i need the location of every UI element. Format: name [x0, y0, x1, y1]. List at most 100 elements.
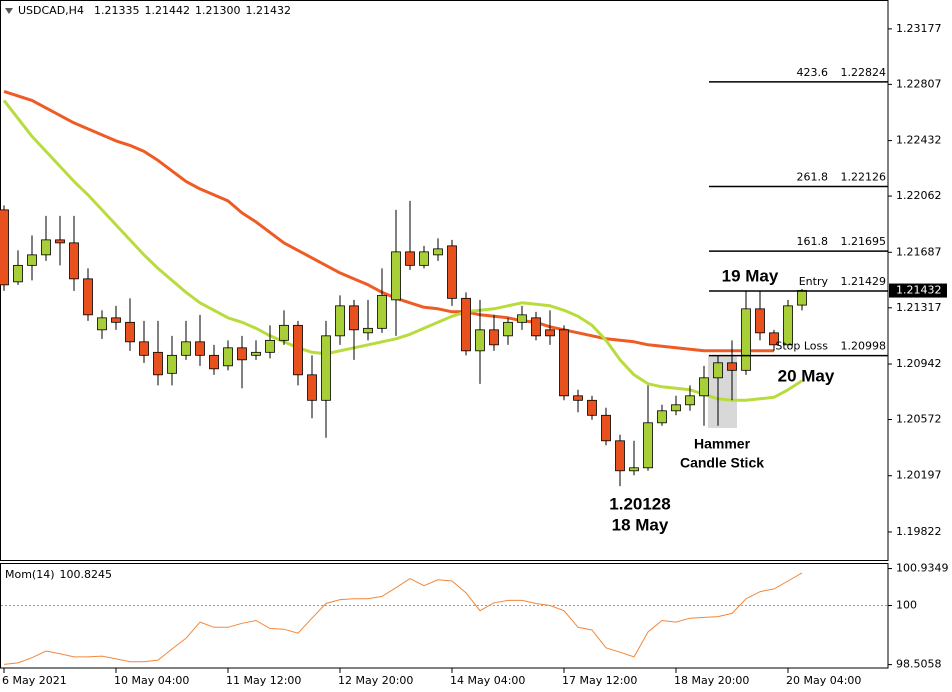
- candle-body: [293, 324, 303, 376]
- candle-body: [713, 362, 723, 379]
- candle-body: [265, 339, 275, 353]
- y-tick-label: 1.20572: [896, 413, 942, 426]
- candle-body: [475, 329, 485, 352]
- y-tick-label: 1.22807: [896, 77, 942, 90]
- candle-body: [545, 329, 555, 337]
- candle-body: [111, 317, 121, 323]
- candle-body: [461, 297, 471, 352]
- candle-body: [517, 314, 527, 323]
- candle-body: [237, 347, 247, 361]
- candle-body: [335, 305, 345, 337]
- level-label: Entry: [799, 275, 829, 288]
- y-tick-label: 1.23177: [896, 22, 942, 35]
- moving-average: [2, 99, 803, 402]
- y-tick-label: 1.20197: [896, 469, 942, 482]
- annotation: 19 May: [722, 266, 779, 285]
- candle-body: [447, 245, 457, 299]
- level-label: 261.8: [797, 170, 829, 183]
- candle-body: [671, 404, 681, 412]
- candle-body: [573, 395, 583, 401]
- y-tick-label: 1.19822: [896, 525, 942, 538]
- y-tick-label: 1.22062: [896, 189, 942, 202]
- candle-body: [643, 422, 653, 469]
- candle-body: [419, 251, 429, 266]
- candle-body: [755, 308, 765, 334]
- candle-body: [125, 321, 135, 343]
- candle-body: [363, 327, 373, 334]
- momentum-panel: [0, 563, 889, 669]
- level-value: 1.21695: [841, 235, 887, 248]
- x-tick-label: 20 May 04:00: [786, 674, 861, 687]
- candle-body: [139, 341, 149, 356]
- level-label: 161.8: [797, 235, 829, 248]
- header-high: 1.21442: [144, 4, 190, 17]
- candle-body: [41, 239, 51, 256]
- y-tick-label: 100: [896, 599, 917, 612]
- y-tick-label: 1.21687: [896, 245, 942, 258]
- candle-body: [0, 209, 9, 286]
- current-price: 1.21432: [896, 284, 942, 297]
- level-value: 1.22126: [841, 170, 887, 183]
- candle-body: [83, 278, 93, 316]
- annotation-low-price: 1.20128: [609, 494, 670, 513]
- candle-body: [181, 341, 191, 356]
- candle-body: [503, 321, 513, 337]
- candle-body: [349, 305, 359, 331]
- chart-title: USDCAD,H4: [18, 4, 84, 17]
- current-price-box: [889, 283, 947, 298]
- candle-body: [685, 395, 695, 406]
- annotation: 20 May: [778, 366, 835, 385]
- y-tick-label: 1.22432: [896, 134, 942, 147]
- candle-body: [27, 254, 37, 266]
- candle-body: [727, 362, 737, 371]
- candle-body: [97, 317, 107, 331]
- momentum-line: [3, 572, 803, 665]
- annotation: Hammer: [694, 436, 751, 452]
- candle-body: [433, 248, 443, 256]
- momentum-value: 100.8245: [60, 568, 113, 581]
- candle-body: [391, 251, 401, 301]
- candle-body: [783, 305, 793, 346]
- candle-body: [251, 351, 261, 356]
- candle-body: [279, 324, 289, 341]
- candle-body: [797, 290, 807, 306]
- candle-body: [769, 332, 779, 346]
- candle-body: [69, 242, 79, 280]
- header-close: 1.21432: [245, 4, 291, 17]
- momentum-title: Mom(14) 100.8245: [5, 568, 112, 581]
- candle-body: [13, 264, 23, 283]
- level-label: Stop Loss: [775, 340, 828, 353]
- candle-body: [657, 410, 667, 424]
- candle-body: [377, 294, 387, 329]
- x-tick-label: 17 May 12:00: [562, 674, 637, 687]
- level-value: 1.20998: [841, 340, 887, 353]
- annotation: Candle Stick: [680, 455, 764, 471]
- level-value: 1.21429: [841, 275, 887, 288]
- y-tick-label: 1.21317: [896, 301, 942, 314]
- header-low: 1.21300: [195, 4, 241, 17]
- candle-body: [559, 329, 569, 397]
- header-open: 1.21335: [94, 4, 140, 17]
- candle-body: [209, 354, 219, 370]
- candle-body: [307, 374, 317, 401]
- chart-header: USDCAD,H4 1.21335 1.21442 1.21300 1.21432: [18, 4, 291, 17]
- x-tick-label: 10 May 04:00: [114, 674, 189, 687]
- candle-body: [615, 440, 625, 472]
- x-tick-label: 11 May 12:00: [226, 674, 301, 687]
- candle-body: [405, 251, 415, 266]
- candle-body: [587, 399, 597, 416]
- symbol-icon: [5, 8, 13, 14]
- x-tick-label: 14 May 04:00: [450, 674, 525, 687]
- candle-body: [629, 467, 639, 472]
- candle-body: [531, 317, 541, 337]
- candle-body: [321, 335, 331, 401]
- candle-body: [699, 377, 709, 397]
- candle-body: [55, 239, 65, 244]
- candle-body: [167, 354, 177, 374]
- candle-body: [153, 351, 163, 376]
- x-tick-label: 12 May 20:00: [338, 674, 413, 687]
- x-tick-label: 6 May 2021: [2, 674, 67, 687]
- candle-body: [741, 308, 751, 371]
- candle-body: [195, 341, 205, 356]
- moving-average: [3, 89, 774, 353]
